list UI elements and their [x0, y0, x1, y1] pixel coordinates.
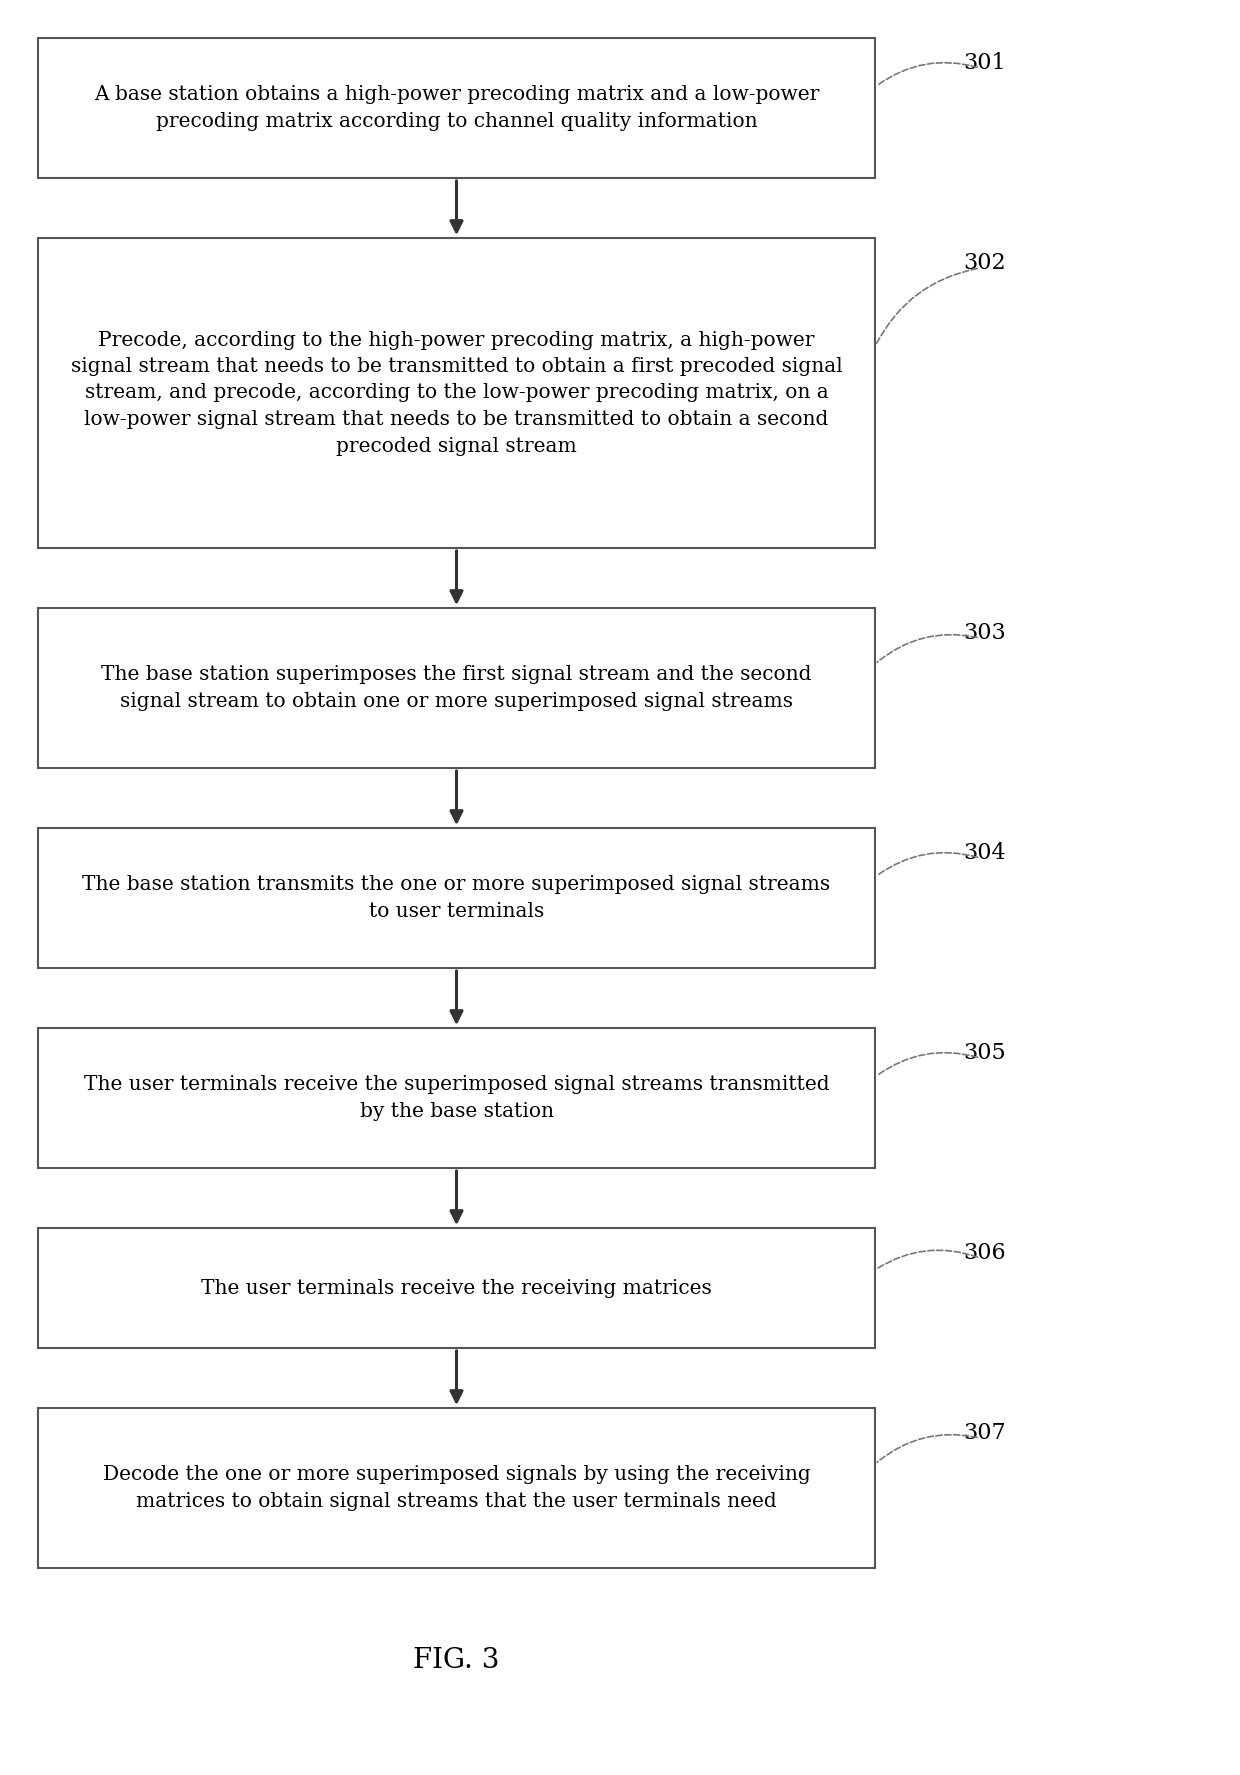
Text: FIG. 3: FIG. 3 — [413, 1647, 500, 1674]
Text: A base station obtains a high-power precoding matrix and a low-power
precoding m: A base station obtains a high-power prec… — [94, 85, 820, 131]
Text: Precode, according to the high-power precoding matrix, a high-power
signal strea: Precode, according to the high-power pre… — [71, 330, 842, 456]
Bar — [38, 1408, 875, 1567]
Text: 303: 303 — [963, 621, 1007, 644]
Text: 305: 305 — [963, 1042, 1007, 1063]
Text: 307: 307 — [963, 1422, 1007, 1445]
Text: 304: 304 — [963, 841, 1007, 864]
Text: The base station transmits the one or more superimposed signal streams
to user t: The base station transmits the one or mo… — [82, 875, 831, 921]
Text: 302: 302 — [963, 252, 1007, 273]
Bar — [38, 827, 875, 967]
Text: 306: 306 — [963, 1242, 1007, 1264]
Text: The user terminals receive the receiving matrices: The user terminals receive the receiving… — [201, 1278, 712, 1298]
Text: Decode the one or more superimposed signals by using the receiving
matrices to o: Decode the one or more superimposed sign… — [103, 1464, 811, 1511]
Bar — [38, 1028, 875, 1168]
Bar — [38, 238, 875, 548]
Bar — [38, 609, 875, 769]
Text: The base station superimposes the first signal stream and the second
signal stre: The base station superimposes the first … — [102, 666, 812, 710]
Bar — [38, 37, 875, 178]
Text: 301: 301 — [963, 51, 1007, 75]
Bar — [38, 1228, 875, 1347]
Text: The user terminals receive the superimposed signal streams transmitted
by the ba: The user terminals receive the superimpo… — [83, 1076, 830, 1120]
